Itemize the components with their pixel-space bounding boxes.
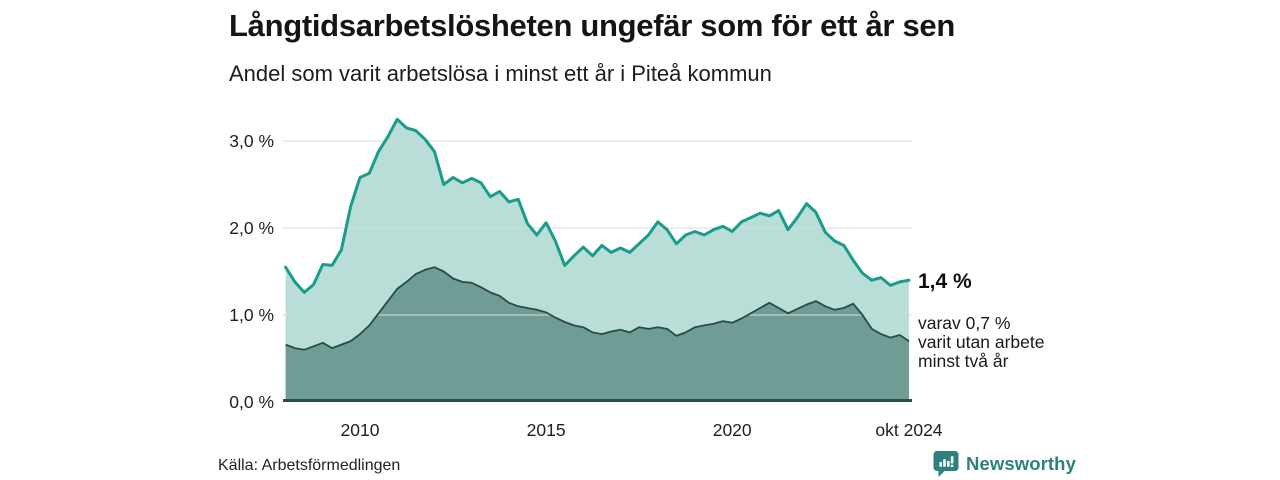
plot-svg (283, 117, 912, 402)
x-axis-tick: 2015 (526, 420, 566, 440)
brand-name: Newsworthy (966, 453, 1076, 474)
x-axis-tick: 2020 (712, 420, 752, 440)
note-line: varav 0,7 % (918, 313, 1011, 333)
chart-title: Långtidsarbetslösheten ungefär som för e… (229, 8, 956, 43)
x-axis-tick: 2010 (340, 420, 380, 440)
y-axis-tick: 0,0 % (229, 391, 274, 412)
latest-value-note: varav 0,7 % varit utan arbete minst två … (918, 314, 1068, 371)
x-axis-tick: okt 2024 (875, 420, 943, 440)
y-axis-tick: 1,0 % (229, 304, 274, 325)
branding: Newsworthy (933, 449, 1076, 479)
newsworthy-bar-chart-icon (933, 451, 959, 477)
y-axis-tick: 2,0 % (229, 217, 274, 238)
note-line: varit utan arbete (918, 332, 1045, 352)
y-axis-tick: 3,0 % (229, 130, 274, 151)
note-line: minst två år (918, 351, 1009, 371)
source-attribution: Källa: Arbetsförmedlingen (218, 457, 401, 474)
latest-value-label: 1,4 % (918, 270, 972, 293)
chart-subtitle: Andel som varit arbetslösa i minst ett å… (229, 61, 772, 86)
